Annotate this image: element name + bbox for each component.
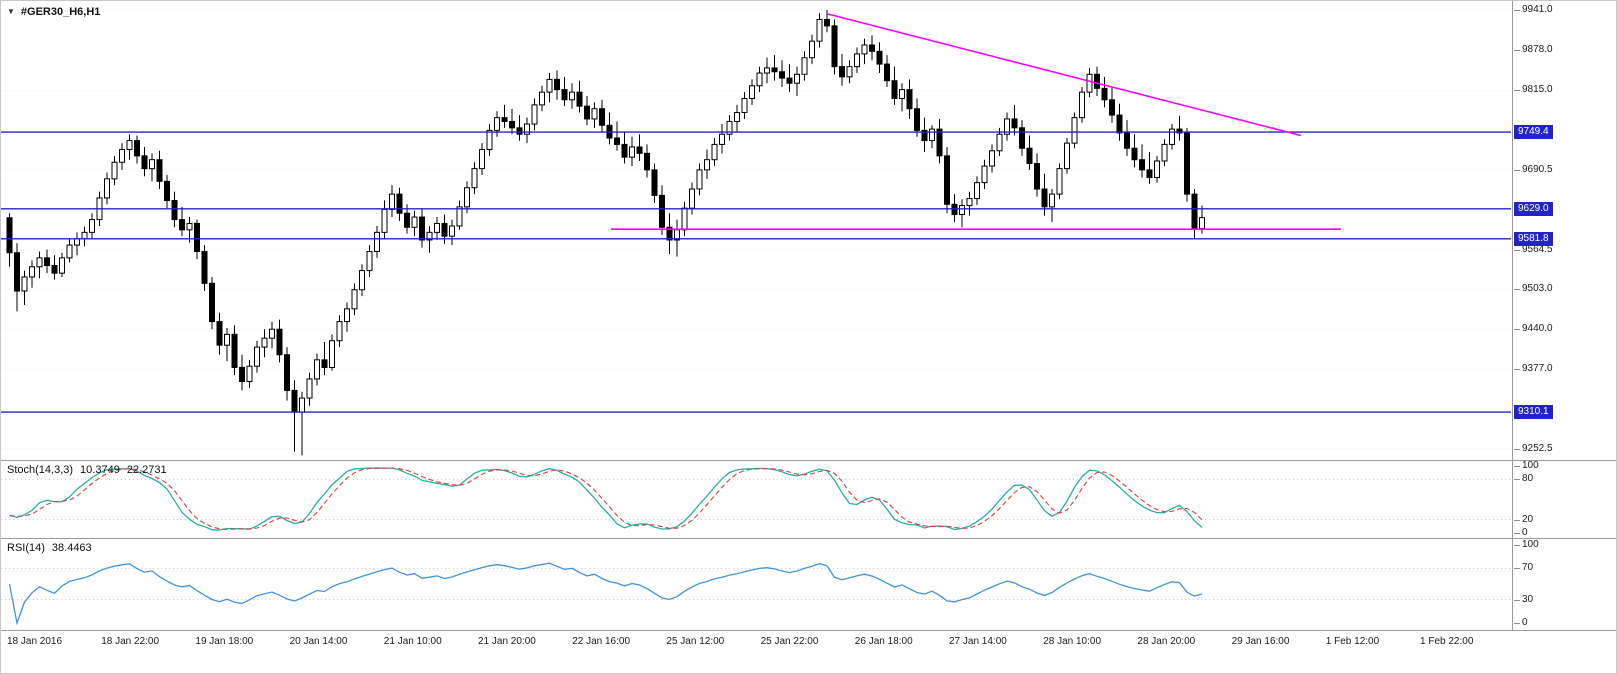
price-tick-label: 9503.0 [1514, 283, 1553, 295]
stochastic-label-group: Stoch(14,3,3) 10.3749 22.2731 [7, 464, 174, 476]
time-label: 1 Feb 12:00 [1325, 636, 1380, 647]
pane-separator[interactable] [1, 630, 1616, 631]
price-tick-label: 9815.0 [1514, 84, 1553, 96]
pane-separator[interactable] [1, 460, 1616, 461]
price-line-badge: 9310.1 [1514, 405, 1553, 420]
rsi-value: 38.4463 [51, 542, 92, 554]
time-label: 28 Jan 10:00 [1043, 636, 1102, 647]
time-label: 1 Feb 22:00 [1420, 636, 1474, 647]
pane-separator[interactable] [1, 538, 1616, 539]
time-label: 25 Jan 12:00 [666, 636, 725, 647]
time-label: 22 Jan 16:00 [572, 636, 631, 647]
rsi-plot[interactable] [1, 539, 1511, 630]
stochastic-label: Stoch(14,3,3) [7, 464, 74, 476]
price-tick-label: 9878.0 [1514, 44, 1553, 56]
time-label: 21 Jan 10:00 [383, 636, 442, 647]
stochastic-plot[interactable] [1, 461, 1511, 538]
rsi-label-group: RSI(14) 38.4463 [7, 542, 99, 554]
time-label: 26 Jan 18:00 [854, 636, 913, 647]
rsi-level-label: 0 [1514, 617, 1528, 628]
main-chart-pane[interactable]: ▼ #GER30_H6,H1 [1, 1, 1511, 460]
price-line-badge: 9629.0 [1514, 201, 1553, 216]
time-label: 20 Jan 14:00 [289, 636, 348, 647]
price-tick-label: 9377.0 [1514, 363, 1553, 375]
rsi-level-label: 70 [1513, 562, 1534, 574]
time-label: 19 Jan 18:00 [195, 636, 254, 647]
symbol-label-group: ▼ #GER30_H6,H1 [7, 6, 100, 18]
stochastic-pane[interactable]: Stoch(14,3,3) 10.3749 22.2731 [1, 461, 1511, 538]
time-label: 27 Jan 14:00 [949, 636, 1007, 647]
symbol-label: #GER30_H6,H1 [20, 6, 101, 18]
chart-dropdown-icon[interactable]: ▼ [7, 7, 15, 16]
candlestick-chart[interactable] [1, 1, 1511, 460]
price-tick-label: 9941.0 [1514, 3, 1553, 15]
price-line-badge: 9749.4 [1514, 125, 1553, 140]
time-label: 29 Jan 16:00 [1231, 636, 1290, 647]
price-tick-label: 9440.0 [1514, 323, 1553, 335]
rsi-pane[interactable]: RSI(14) 38.4463 [1, 539, 1511, 630]
time-label: 25 Jan 22:00 [760, 636, 819, 647]
stochastic-value-k: 10.3749 [80, 464, 120, 476]
time-label: 18 Jan 22:00 [101, 636, 160, 647]
price-line-badge: 9581.8 [1514, 231, 1553, 246]
price-axis[interactable]: 9941.0 9878.0 9815.0 9690.5 9564.5 9503.0 9440… [1512, 1, 1616, 631]
stoch-level-label: 20 [1513, 513, 1534, 525]
time-label: 21 Jan 20:00 [478, 636, 536, 647]
price-tick-label: 9252.5 [1514, 442, 1553, 454]
stoch-level-label: 100 [1514, 460, 1539, 471]
stoch-level-label: 0 [1514, 527, 1528, 538]
rsi-level-label: 100 [1514, 539, 1539, 550]
time-label: 28 Jan 20:00 [1137, 636, 1196, 647]
rsi-level-label: 30 [1513, 593, 1534, 605]
rsi-label: RSI(14) [7, 542, 45, 554]
price-tick-label: 9690.5 [1514, 163, 1553, 175]
stochastic-value-d: 22.2731 [126, 464, 167, 476]
stoch-level-label: 80 [1513, 473, 1534, 485]
time-axis[interactable]: 18 Jan 2016 18 Jan 22:00 19 Jan 18:00 20 Ja… [1, 631, 1511, 673]
price-tick-label: 9564.5 [1514, 243, 1553, 255]
time-label: 18 Jan 2016 [7, 636, 63, 647]
